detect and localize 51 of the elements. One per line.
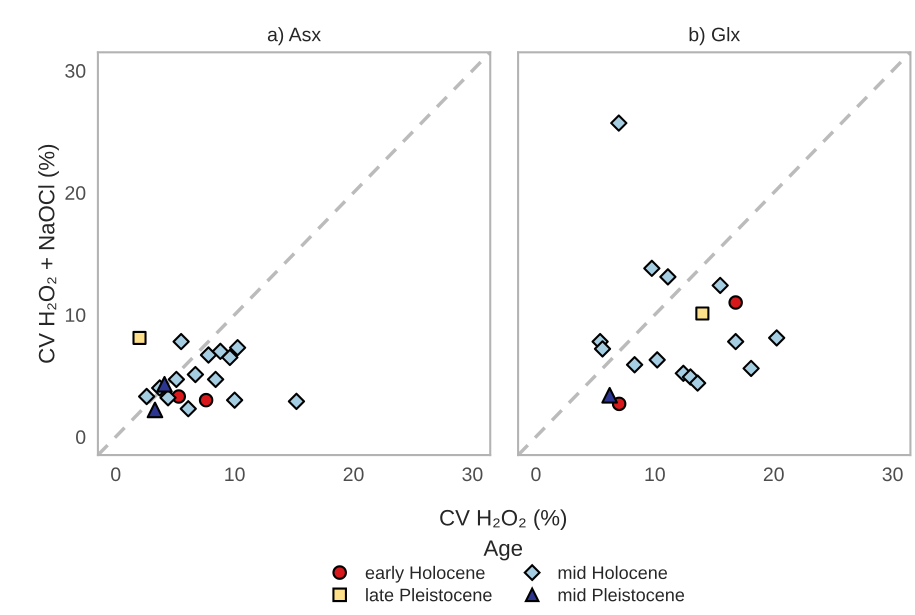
- point: [228, 339, 246, 356]
- point: [643, 260, 660, 277]
- point: [138, 388, 156, 406]
- point: [601, 386, 618, 404]
- x-tick-label: 0: [531, 467, 541, 482]
- legend-title: Age: [484, 540, 522, 560]
- point: [728, 295, 743, 310]
- x-tick-label: 30: [882, 467, 903, 482]
- point: [610, 114, 628, 132]
- point: [212, 342, 230, 360]
- point: [648, 351, 666, 369]
- point: [712, 276, 729, 294]
- legend-label: early Holocene: [366, 566, 485, 583]
- point: [626, 356, 644, 374]
- x-tick-label: 30: [462, 467, 482, 482]
- point: [742, 360, 760, 378]
- point: [172, 332, 190, 350]
- point: [221, 348, 239, 366]
- x-tick-label: 20: [344, 467, 364, 482]
- x-tick-label: 10: [225, 467, 245, 482]
- point: [186, 366, 204, 384]
- legend-label: late Pleistocene: [366, 588, 492, 602]
- point: [156, 376, 173, 393]
- y-tick-label: 20: [65, 186, 86, 200]
- point: [132, 330, 147, 345]
- point: [727, 332, 744, 350]
- point: [594, 340, 612, 358]
- y-tick-label: 0: [76, 430, 86, 444]
- point: [168, 370, 186, 388]
- point: [200, 346, 218, 364]
- point: [659, 268, 677, 286]
- point: [288, 392, 306, 410]
- point: [688, 374, 706, 392]
- legend-label: mid Holocene: [558, 566, 668, 580]
- point: [226, 392, 244, 409]
- point: [198, 392, 214, 408]
- point: [206, 370, 224, 388]
- chart-title: a) Asx: [268, 27, 321, 46]
- x-tick-label: 20: [764, 467, 784, 482]
- x-axis-title: CV H₂O₂ (%): [440, 509, 566, 530]
- y-axis-title: CV H₂O₂ + NaOCl (%): [38, 144, 59, 363]
- y-tick-label: 30: [65, 64, 86, 78]
- y-tick-label: 10: [66, 308, 86, 322]
- point: [180, 400, 197, 418]
- point: [146, 402, 164, 418]
- x-tick-label: 10: [645, 467, 665, 482]
- legend-label: mid Pleistocene: [558, 588, 684, 602]
- x-tick-label: 0: [111, 467, 120, 482]
- point: [695, 306, 710, 321]
- chart-title: b) Glx: [690, 27, 740, 46]
- point: [768, 329, 786, 347]
